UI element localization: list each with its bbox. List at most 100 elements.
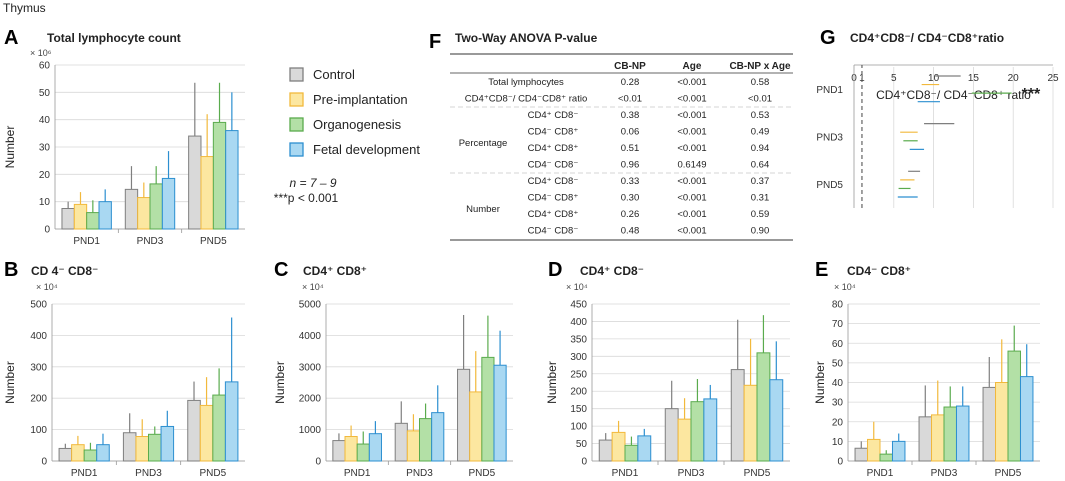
- table-cell: 0.28: [621, 77, 640, 88]
- bar-A-control: [188, 135, 202, 230]
- bar-C-pre-implantation: [406, 430, 421, 462]
- x-tick-label-D: PND1: [612, 468, 639, 479]
- y-tick-label-B: 500: [30, 300, 47, 311]
- y-tick-label-B: 100: [30, 425, 47, 436]
- table-cell: <0.01: [618, 94, 642, 105]
- panel-letter-G: G: [820, 27, 836, 49]
- y-tick-label-E: 80: [832, 300, 844, 311]
- chart-title-G: CD4⁺CD8⁻/ CD4⁻CD8⁺ratio: [850, 31, 1004, 45]
- y-tick-label-A: 20: [39, 170, 51, 181]
- y-tick-label-C: 1000: [299, 425, 322, 436]
- chart-title-C: CD4⁺ CD8⁺: [303, 264, 367, 278]
- table-cell: 0.58: [751, 77, 770, 88]
- bar-D-pre-implantation: [677, 418, 692, 462]
- bar-D-control: [664, 408, 679, 462]
- bar-D-pre-implantation: [743, 384, 758, 462]
- bar-E-fetal-development: [1019, 376, 1034, 462]
- table-cell: 0.59: [751, 209, 770, 220]
- x-tick-label-D: PND3: [678, 468, 705, 479]
- y-tick-label-G: PND3: [816, 133, 843, 144]
- table-cell: 0.51: [621, 143, 640, 154]
- bar-C-organogenesis: [356, 443, 370, 462]
- scale-label-E: × 10⁴: [834, 282, 856, 292]
- bar-E-fetal-development: [955, 405, 970, 462]
- bar-E-fetal-development: [891, 440, 906, 462]
- table-cell: 0.6149: [677, 160, 706, 171]
- panel-letter-F: F: [429, 31, 441, 53]
- y-tick-label-D: 250: [570, 369, 587, 380]
- bar-B-pre-implantation: [135, 436, 150, 462]
- chart-title-E: CD4⁻ CD8⁺: [847, 264, 911, 278]
- table-row-label: CD4⁺ CD8⁺: [528, 209, 579, 220]
- table-cell: <0.01: [748, 94, 772, 105]
- bar-D-pre-implantation: [611, 431, 626, 462]
- table-row-label: CD4⁺ CD8⁻: [528, 176, 579, 187]
- bar-C-pre-implantation: [344, 436, 358, 462]
- bar-D-control: [730, 369, 745, 462]
- x-tick-label-D: PND5: [744, 468, 771, 479]
- chart-title-D: CD4⁺ CD8⁻: [580, 264, 644, 278]
- bar-B-pre-implantation: [199, 404, 214, 462]
- y-tick-label-E: 40: [832, 378, 844, 389]
- table-cell: 0.37: [751, 176, 770, 187]
- bar-D-fetal-development: [769, 379, 784, 462]
- y-tick-label-A: 10: [39, 197, 51, 208]
- bar-D-organogenesis: [624, 444, 639, 462]
- bar-C-control: [332, 440, 346, 462]
- table-cell: 0.49: [751, 127, 770, 138]
- table-cell: 0.31: [751, 193, 770, 204]
- y-tick-label-A: 60: [39, 61, 51, 72]
- bar-E-organogenesis: [1007, 350, 1021, 462]
- bar-D-fetal-development: [637, 435, 652, 462]
- bar-D-control: [598, 439, 613, 462]
- x-axis-label-G: CD4⁺CD8⁻/ CD4⁻CD8⁺ ratio: [876, 88, 1031, 102]
- legend-swatch-control: [289, 67, 304, 82]
- x-tick-label-G: 5: [891, 73, 897, 84]
- bar-E-control: [918, 416, 933, 462]
- scale-label-C: × 10⁴: [302, 282, 324, 292]
- bar-E-control: [982, 386, 997, 462]
- y-tick-label-A: 0: [44, 225, 50, 236]
- bar-C-fetal-development: [431, 412, 445, 462]
- y-tick-label-E: 60: [832, 339, 844, 350]
- y-tick-label-C: 2000: [299, 394, 322, 405]
- y-tick-label-E: 70: [832, 319, 844, 330]
- x-tick-label-G: 25: [1047, 73, 1059, 84]
- chart-title-A: Total lymphocyte count: [47, 31, 181, 45]
- table-cell: 0.96: [621, 160, 640, 171]
- scale-label-D: × 10⁴: [566, 282, 588, 292]
- bar-B-control: [122, 432, 137, 462]
- table-header-cell: CB-NP x Age: [729, 61, 791, 72]
- panel-letter-A: A: [4, 27, 18, 49]
- y-axis-label-B: Number: [3, 361, 17, 404]
- figure-caption: Thymus: [3, 1, 46, 15]
- bar-C-organogenesis: [481, 356, 495, 462]
- bar-E-organogenesis: [943, 406, 957, 462]
- table-cell: 0.94: [751, 143, 770, 154]
- bar-B-organogenesis: [148, 433, 162, 462]
- bar-D-organogenesis: [756, 352, 771, 462]
- bar-D-organogenesis: [690, 401, 705, 462]
- panel-letter-E: E: [815, 259, 828, 281]
- table-group-label: Number: [466, 204, 500, 215]
- bar-B-control: [58, 447, 73, 462]
- table-cell: 0.64: [751, 160, 770, 171]
- y-tick-label-A: 30: [39, 143, 51, 154]
- table-cell: 0.30: [621, 193, 640, 204]
- y-axis-label-A: Number: [3, 126, 17, 169]
- y-tick-label-E: 50: [832, 358, 844, 369]
- table-cell: <0.001: [677, 94, 706, 105]
- sample-size-note: n = 7 – 9: [289, 176, 336, 190]
- legend-label-fetal-development: Fetal development: [313, 142, 420, 157]
- panel-letter-D: D: [548, 259, 562, 281]
- table-cell: <0.001: [677, 209, 706, 220]
- table-cell: 0.53: [751, 110, 770, 121]
- chart-title-B: CD 4⁻ CD8⁻: [31, 264, 98, 278]
- table-title-F: Two-Way ANOVA P-value: [455, 31, 598, 45]
- bar-C-fetal-development: [493, 364, 507, 462]
- bar-B-fetal-development: [224, 381, 239, 462]
- y-tick-label-D: 150: [570, 404, 587, 415]
- table-cell: <0.001: [677, 127, 706, 138]
- y-tick-label-B: 200: [30, 394, 47, 405]
